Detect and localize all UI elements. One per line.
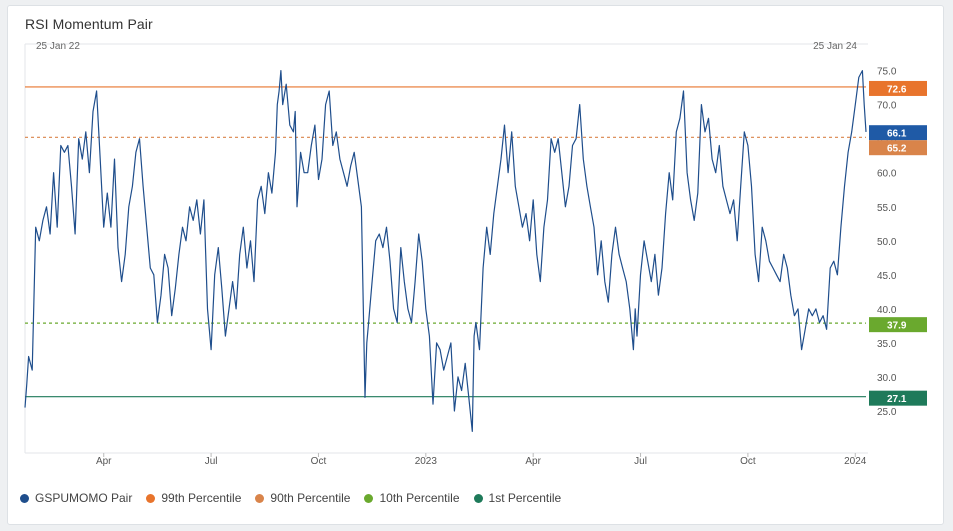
p90-badge-label: 65.2 (887, 144, 907, 155)
current-value-badge-label: 66.1 (887, 129, 907, 140)
legend-swatch-icon (473, 493, 483, 503)
gspumomo-series-line (24, 69, 867, 432)
p90-badge (869, 140, 927, 156)
y-tick-label: 30.0 (877, 373, 897, 384)
x-tick-label: Jul (634, 456, 647, 467)
x-tick-label: Apr (525, 456, 541, 467)
legend-swatch-icon (364, 493, 374, 503)
legend: GSPUMOMO Pair 99th Percentile 90th Percent… (20, 491, 575, 505)
legend-swatch-icon (255, 493, 265, 503)
value-badges: 72.6 66.1 65.2 37.9 27.1 (869, 80, 927, 406)
y-tick-label: 35.0 (877, 339, 897, 350)
legend-item[interactable]: GSPUMOMO Pair (20, 491, 132, 505)
legend-item[interactable]: 1st Percentile (473, 491, 562, 505)
legend-item[interactable]: 99th Percentile (146, 491, 241, 505)
p99-badge (869, 80, 927, 96)
legend-label: 1st Percentile (488, 491, 562, 505)
x-tick-label: 2024 (844, 456, 867, 467)
legend-label: 99th Percentile (161, 491, 242, 505)
range-labels: 25 Jan 22 25 Jan 24 (36, 41, 857, 52)
x-tick-label: Oct (311, 456, 327, 467)
x-tick-label: Oct (740, 456, 756, 467)
legend-item[interactable]: 90th Percentile (255, 491, 350, 505)
range-start-label: 25 Jan 22 (36, 41, 80, 52)
y-tick-label: 60.0 (877, 169, 897, 180)
x-tick-label: 2023 (415, 456, 438, 467)
current-value-badge (869, 125, 927, 141)
p1-badge-label: 27.1 (887, 394, 907, 405)
p10-badge (869, 317, 927, 333)
p99-badge-label: 72.6 (887, 84, 907, 95)
y-tick-label: 45.0 (877, 271, 897, 282)
x-tick-label: Jul (205, 456, 218, 467)
legend-swatch-icon (146, 493, 156, 503)
x-axis: Apr Jul Oct 2023 Apr Jul Oct 2024 (96, 453, 867, 467)
legend-item[interactable]: 10th Percentile (364, 491, 460, 505)
series-layer (24, 69, 867, 432)
y-tick-label: 40.0 (877, 305, 897, 316)
legend-label: GSPUMOMO Pair (35, 491, 133, 505)
legend-label: 90th Percentile (270, 491, 351, 505)
p10-badge-label: 37.9 (887, 321, 907, 332)
y-tick-label: 70.0 (877, 101, 897, 112)
percentile-lines (25, 86, 866, 398)
x-tick-label: Apr (96, 456, 112, 467)
y-tick-label: 50.0 (877, 237, 897, 248)
p1-badge (869, 390, 927, 406)
legend-swatch-icon (20, 493, 29, 503)
y-tick-label: 75.0 (877, 67, 897, 78)
y-tick-label: 55.0 (877, 203, 897, 214)
y-tick-label: 25.0 (877, 407, 897, 418)
legend-label: 10th Percentile (379, 491, 460, 505)
range-end-label: 25 Jan 24 (813, 41, 857, 52)
grid-layer (24, 43, 868, 454)
chart-title: RSI Momentum Pair (25, 16, 153, 32)
y-axis: 25.030.035.040.045.050.055.060.065.070.0… (877, 67, 897, 418)
